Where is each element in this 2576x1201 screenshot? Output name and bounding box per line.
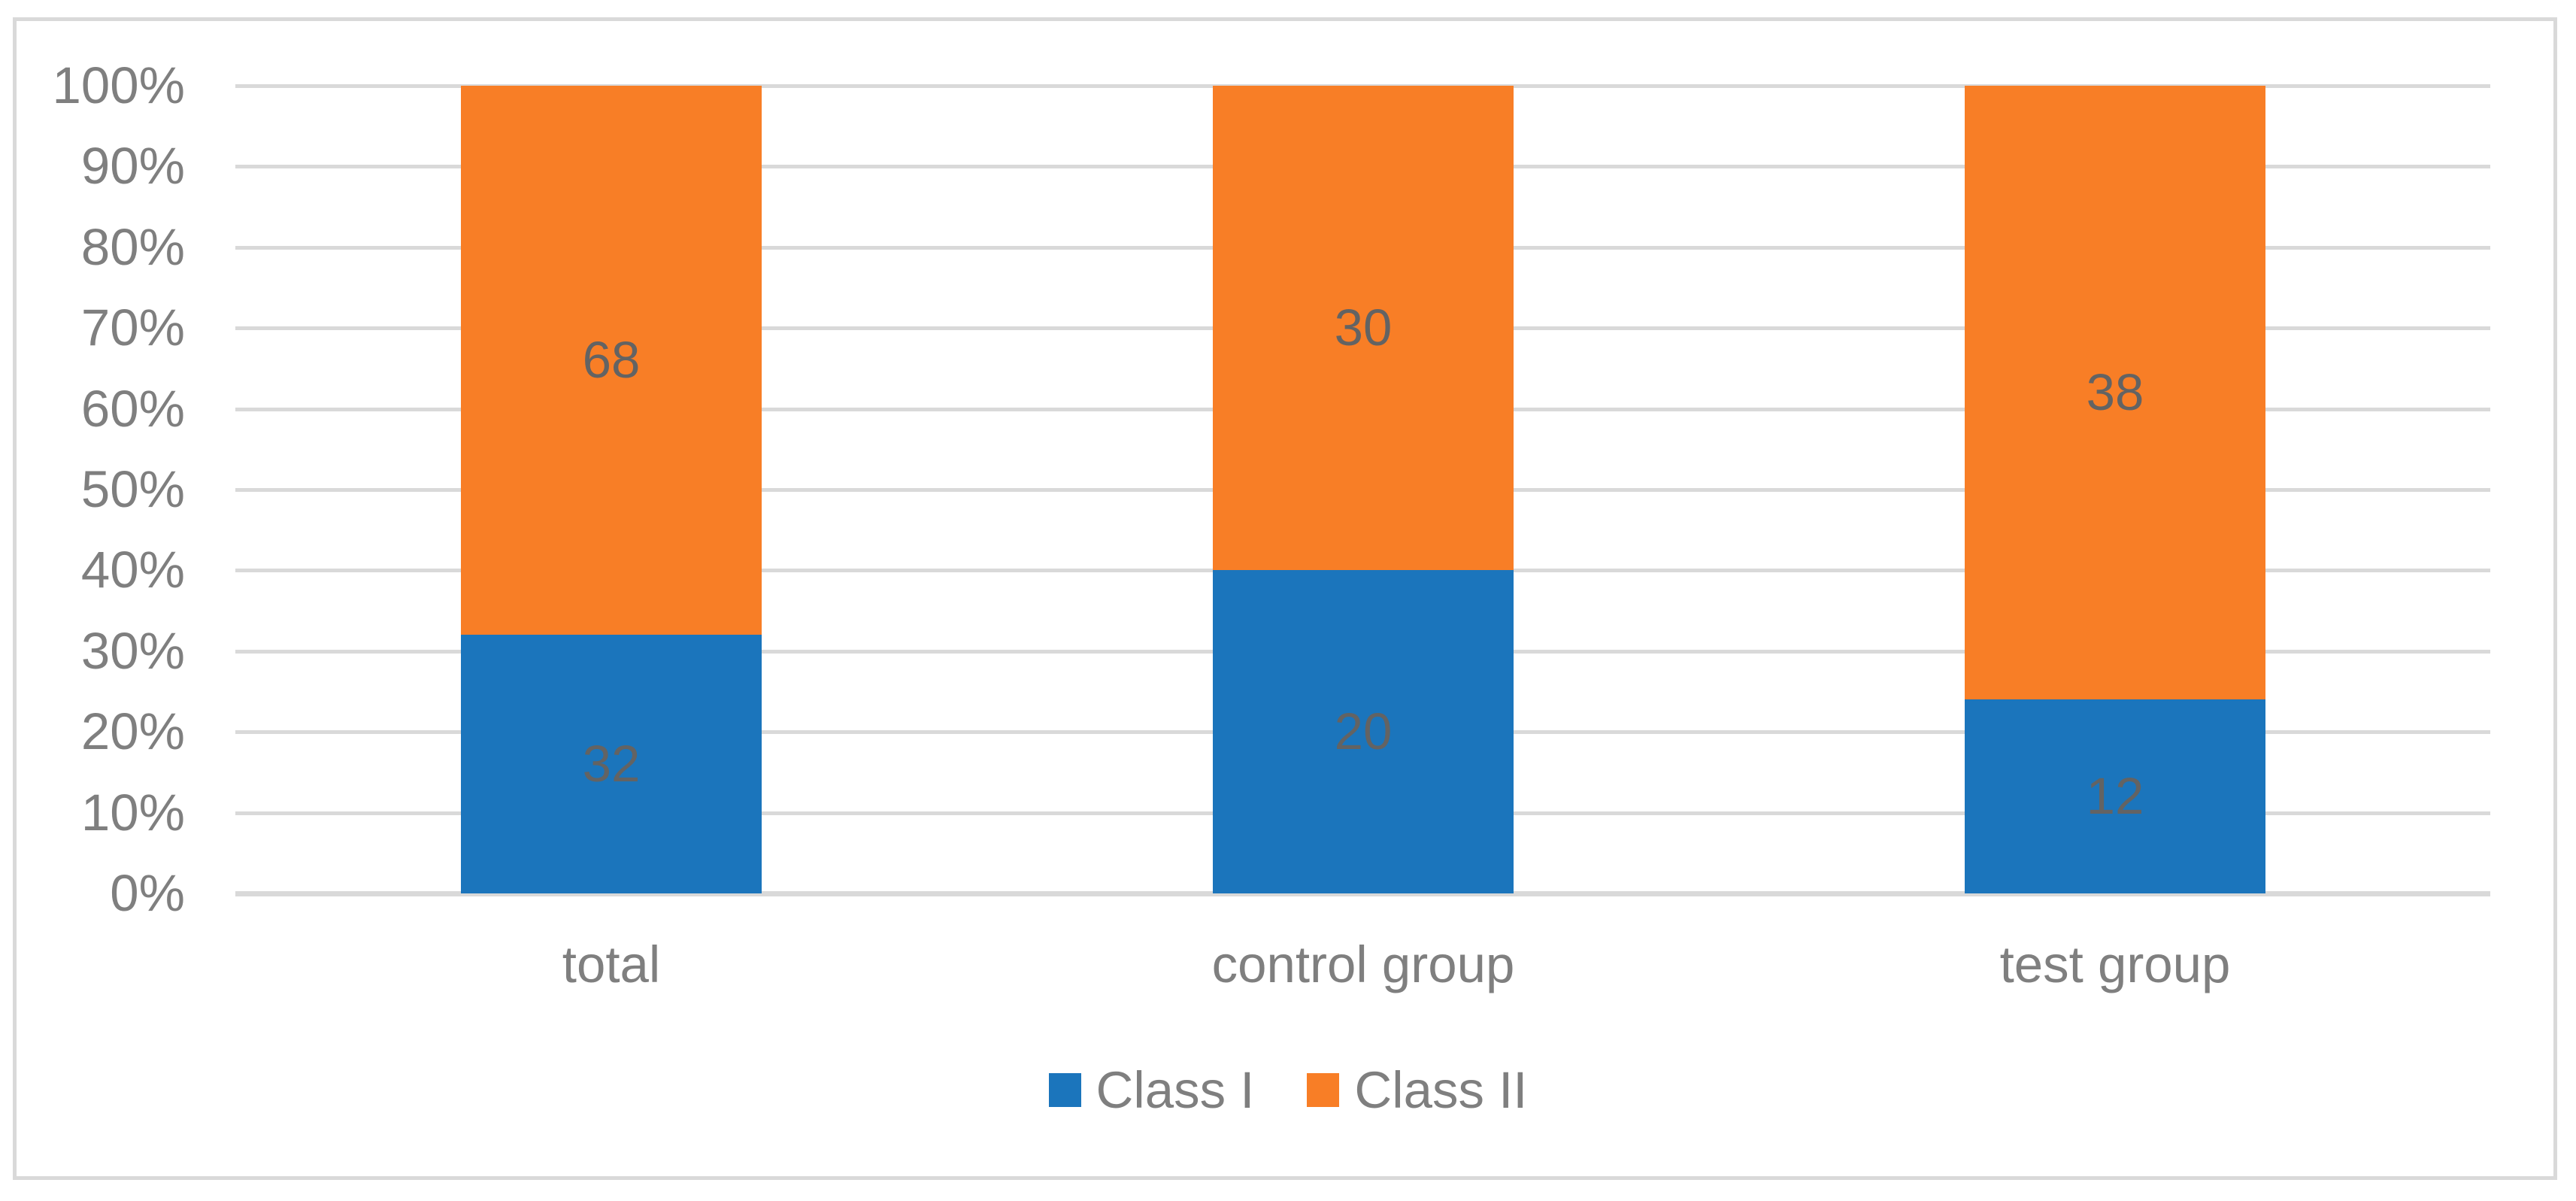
data-label-class-i-test-group: 12: [2086, 767, 2144, 825]
x-axis-line: [235, 891, 2490, 896]
legend-label-class-ii: Class II: [1354, 1060, 1528, 1119]
data-label-class-ii-total: 68: [582, 331, 641, 389]
y-tick-label-20%: 20%: [80, 702, 185, 760]
y-tick-label-30%: 30%: [80, 622, 185, 680]
bar-segment-class-ii-control-group: 30: [1213, 86, 1514, 570]
legend: Class I Class II: [0, 1045, 2576, 1135]
data-label-class-ii-control-group: 30: [1334, 299, 1393, 356]
category-label-test-group: test group: [1999, 936, 2231, 993]
legend-item-class-ii: Class II: [1307, 1060, 1527, 1120]
legend-swatch-class-ii: [1307, 1072, 1340, 1107]
y-tick-label-40%: 40%: [80, 541, 185, 599]
data-label-class-i-total: 32: [582, 735, 641, 793]
figure-border: [13, 17, 2557, 1180]
y-tick-label-60%: 60%: [80, 380, 185, 438]
bar-segment-class-i-test-group: 12: [1965, 699, 2265, 893]
data-label-class-i-control-group: 20: [1334, 702, 1393, 760]
y-tick-label-90%: 90%: [80, 137, 185, 195]
bar-segment-class-ii-total: 68: [461, 86, 762, 635]
y-tick-label-70%: 70%: [80, 299, 185, 356]
category-label-control-group: control group: [1211, 936, 1515, 993]
category-label-total: total: [562, 936, 661, 993]
legend-label-class-i: Class I: [1096, 1060, 1255, 1119]
y-tick-label-10%: 10%: [80, 784, 185, 842]
y-tick-label-100%: 100%: [52, 56, 185, 114]
y-tick-label-80%: 80%: [80, 218, 185, 276]
y-tick-label-0%: 0%: [110, 864, 185, 922]
bar-segment-class-i-total: 32: [461, 635, 762, 893]
data-label-class-ii-test-group: 38: [2086, 363, 2144, 421]
y-tick-label-50%: 50%: [80, 460, 185, 518]
bar-segment-class-i-control-group: 20: [1213, 570, 1514, 893]
legend-item-class-i: Class I: [1048, 1060, 1255, 1120]
legend-swatch-class-i: [1048, 1072, 1081, 1107]
bar-segment-class-ii-test-group: 38: [1965, 86, 2265, 699]
